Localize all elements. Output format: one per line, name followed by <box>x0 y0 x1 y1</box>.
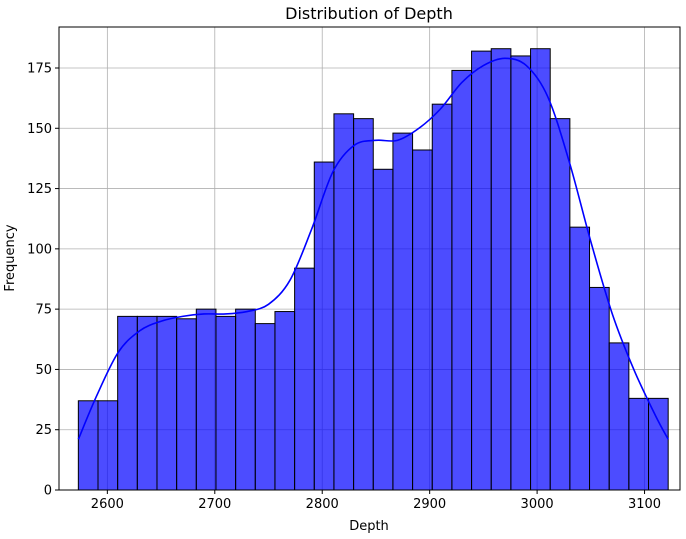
x-tick-label-0: 2600 <box>91 497 124 512</box>
histogram-bar-13 <box>333 113 355 491</box>
x-tick-label-1: 2700 <box>198 497 231 512</box>
histogram-bars <box>77 48 669 491</box>
x-tick-label-5: 3100 <box>628 497 661 512</box>
kde-curve <box>77 57 669 440</box>
x-tick-label-2: 2800 <box>306 497 339 512</box>
y-tick-label-6: 150 <box>27 122 52 137</box>
y-tick-label-0: 0 <box>44 484 52 499</box>
histogram-bar-23 <box>530 48 551 491</box>
histogram-bar-25 <box>569 226 591 491</box>
x-tick-label-4: 3000 <box>521 497 554 512</box>
y-tick-label-4: 100 <box>27 242 52 257</box>
y-axis-ticks: 0 25 50 75 100 125 150 175 <box>27 61 59 499</box>
histogram-bar-14 <box>353 118 374 491</box>
histogram-bar-28 <box>628 397 650 491</box>
chart-title: Distribution of Depth <box>285 4 453 23</box>
histogram-bar-10 <box>274 311 296 491</box>
y-tick-label-1: 25 <box>35 423 52 438</box>
histogram-bar-3 <box>136 315 158 491</box>
y-tick-label-3: 75 <box>35 303 52 318</box>
histogram-bar-9 <box>254 323 276 491</box>
histogram-bar-8 <box>235 308 256 491</box>
histogram-bar-19 <box>451 69 473 491</box>
histogram-bar-21 <box>490 48 512 491</box>
histogram-bar-18 <box>431 103 453 491</box>
histogram-bar-22 <box>510 55 532 491</box>
histogram-bar-5 <box>176 318 197 491</box>
histogram-bar-7 <box>215 315 237 491</box>
y-tick-label-2: 50 <box>35 363 52 378</box>
x-tick-label-3: 2900 <box>413 497 446 512</box>
x-axis-label: Depth <box>349 519 389 534</box>
histogram-bar-24 <box>549 118 571 491</box>
x-axis-ticks: 2600 2700 2800 2900 3000 3100 <box>91 490 661 512</box>
histogram-bar-16 <box>392 132 414 491</box>
histogram-bar-15 <box>372 168 394 491</box>
plot-frame <box>58 26 681 491</box>
histogram-bar-26 <box>589 286 610 491</box>
histogram-bar-29 <box>648 397 669 491</box>
histogram-bar-2 <box>117 315 138 491</box>
histogram-bar-6 <box>195 308 217 491</box>
y-tick-label-7: 175 <box>27 61 52 76</box>
y-tick-label-5: 125 <box>27 182 52 197</box>
histogram-bar-4 <box>156 315 178 491</box>
histogram-bar-17 <box>412 149 433 491</box>
histogram-bar-1 <box>97 400 119 491</box>
y-axis-label: Frequency <box>3 224 18 291</box>
histogram-bar-20 <box>471 50 492 491</box>
histogram-bar-11 <box>294 267 315 491</box>
histogram-bar-27 <box>608 342 630 491</box>
histogram-bar-12 <box>313 161 335 491</box>
